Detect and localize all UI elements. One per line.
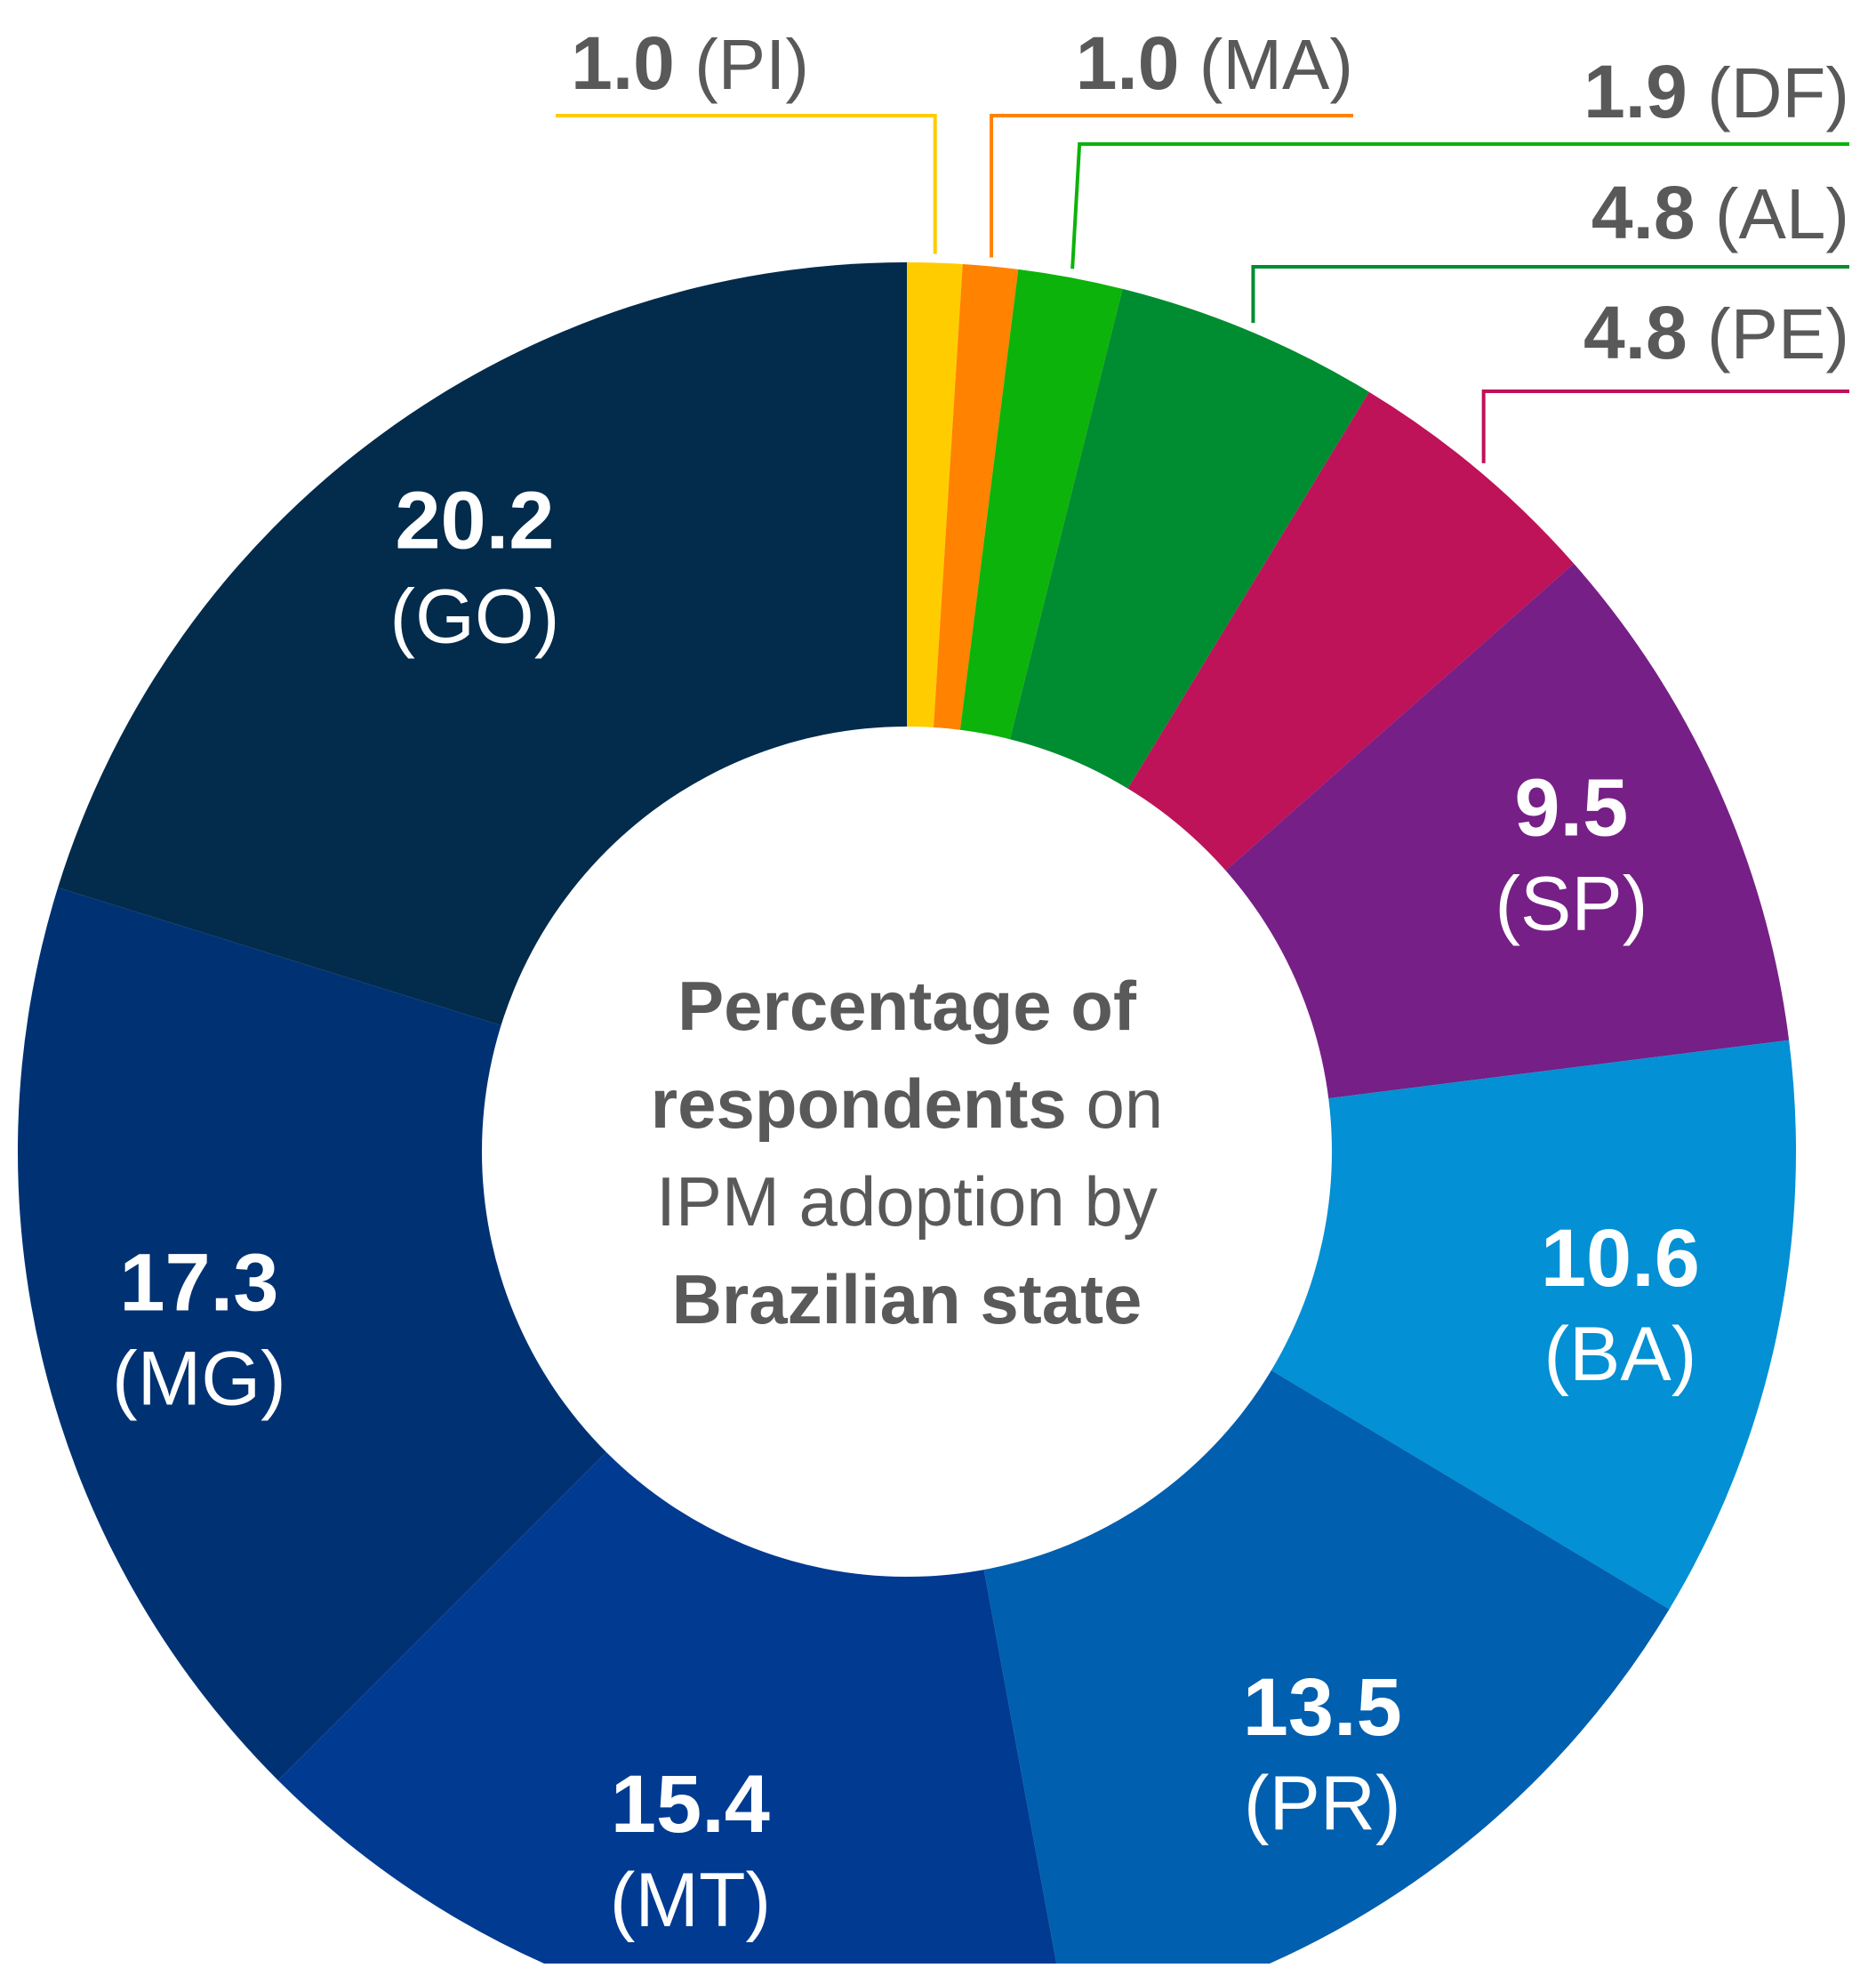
slice-label-pe: 4.8 (PE) <box>1583 291 1849 374</box>
slice-category: (MT) <box>610 1858 771 1943</box>
slice-label-sp: 9.5 (SP) <box>1495 763 1648 947</box>
leader-line-al <box>1251 265 1849 324</box>
slice-category: (DF) <box>1688 53 1849 133</box>
slice-category: (BA) <box>1543 1312 1696 1397</box>
slice-category: (PR) <box>1244 1761 1401 1846</box>
slice-value: 17.3 <box>119 1237 278 1328</box>
slice-category: (SP) <box>1495 862 1648 947</box>
slice-label-go: 20.2 (GO) <box>389 476 559 660</box>
slice-value: 15.4 <box>611 1759 770 1850</box>
slice-label-mg: 17.3 (MG) <box>112 1237 286 1421</box>
leader-line-df <box>1070 142 1849 269</box>
slice-category: (PE) <box>1688 294 1849 374</box>
slice-label-df: 1.9 (DF) <box>1583 50 1849 133</box>
leader-line-ma <box>990 114 1353 258</box>
chart-title-line-part: Percentage of <box>677 967 1137 1045</box>
leader-line-pi <box>556 114 937 254</box>
slice-value: 1.9 <box>1583 50 1688 133</box>
slice-label-mt: 15.4 (MT) <box>610 1759 771 1943</box>
donut-hole <box>482 727 1332 1577</box>
leader-lines-group <box>556 114 1849 463</box>
slice-value: 4.8 <box>1583 291 1688 374</box>
chart-title: Percentage of respondents on IPM adoption … <box>651 967 1164 1338</box>
labels-group: 1.0 (PI) 1.0 (MA) 1.9 (DF)4.8 (AL)4.8 (PE)… <box>112 21 1849 1943</box>
slice-category: (AL) <box>1696 174 1849 253</box>
slice-label-pi: 1.0 (PI) <box>571 21 809 105</box>
slice-value: 1.0 <box>571 21 675 105</box>
slice-label-ma: 1.0 (MA) <box>1076 21 1353 105</box>
slice-category: (MA) <box>1179 25 1353 104</box>
chart-title-line-part: on <box>1067 1064 1163 1143</box>
slice-category: (GO) <box>389 574 559 660</box>
slice-category: (PI) <box>675 25 809 104</box>
slice-label-al: 4.8 (AL) <box>1591 171 1849 254</box>
chart-title-line-part: IPM adoption by <box>656 1162 1158 1241</box>
slice-label-pr: 13.5 (PR) <box>1243 1662 1402 1846</box>
slice-value: 4.8 <box>1591 171 1696 254</box>
slice-value: 1.0 <box>1076 21 1180 105</box>
slice-category: (MG) <box>112 1336 286 1421</box>
slice-value: 20.2 <box>395 476 554 566</box>
slice-value: 10.6 <box>1541 1213 1700 1304</box>
slice-value: 13.5 <box>1243 1662 1402 1753</box>
slice-label-ba: 10.6 (BA) <box>1541 1213 1700 1397</box>
chart-title-line-part: Brazilian state <box>672 1260 1142 1338</box>
chart-title-line-part: respondents <box>651 1064 1067 1143</box>
slice-value: 9.5 <box>1514 763 1628 854</box>
leader-line-pe <box>1481 390 1849 463</box>
